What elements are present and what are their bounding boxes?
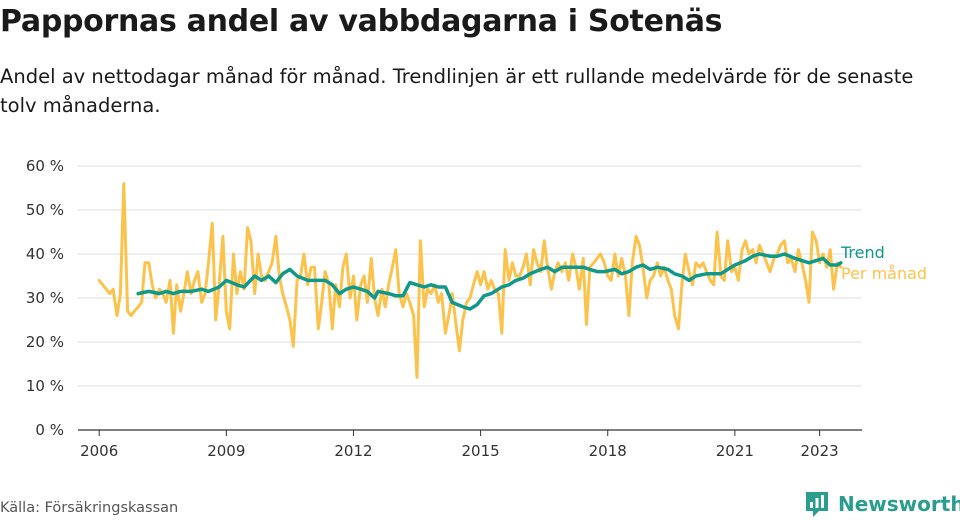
y-tick-label: 60 %	[26, 157, 64, 175]
x-axis: 2006 2009 2012 2015 2018 2021 2023	[78, 429, 862, 460]
series-label-trend: Trend	[840, 243, 885, 262]
source-note: Källa: Försäkringskassan	[0, 500, 179, 516]
bar-chart-speech-bubble-icon	[806, 492, 828, 517]
x-tick-label: 2006	[80, 442, 118, 460]
x-tick-label: 2012	[334, 442, 372, 460]
y-tick-label: 40 %	[26, 245, 64, 263]
x-tick-label: 2018	[589, 442, 627, 460]
x-tick-label: 2023	[801, 442, 839, 460]
trend-line	[136, 252, 843, 311]
y-tick-label: 0 %	[35, 421, 64, 439]
chart-area: 0 % 10 % 20 % 30 % 40 % 50 % 60 % 2006 2009 2012…	[26, 157, 927, 460]
y-tick-label: 30 %	[26, 289, 64, 307]
y-axis: 0 % 10 % 20 % 30 % 40 % 50 % 60 %	[26, 157, 64, 439]
x-tick-label: 2009	[207, 442, 245, 460]
series-lines	[97, 182, 843, 379]
x-tick-label: 2015	[462, 442, 500, 460]
x-tick-label: 2021	[716, 442, 754, 460]
monthly-line	[97, 182, 843, 379]
chart-subtitle: Andel av nettodagar månad för månad. Tre…	[0, 65, 914, 117]
chart-title: Pappornas andel av vabbdagarna i Sotenäs	[0, 4, 723, 39]
series-labels: Trend Per månad	[840, 243, 927, 283]
brand-logo: Newsworthy	[804, 488, 960, 520]
y-tick-label: 50 %	[26, 201, 64, 219]
series-label-monthly: Per månad	[841, 264, 927, 283]
y-tick-label: 20 %	[26, 333, 64, 351]
brand-name: Newsworthy	[838, 492, 960, 516]
y-tick-label: 10 %	[26, 377, 64, 395]
